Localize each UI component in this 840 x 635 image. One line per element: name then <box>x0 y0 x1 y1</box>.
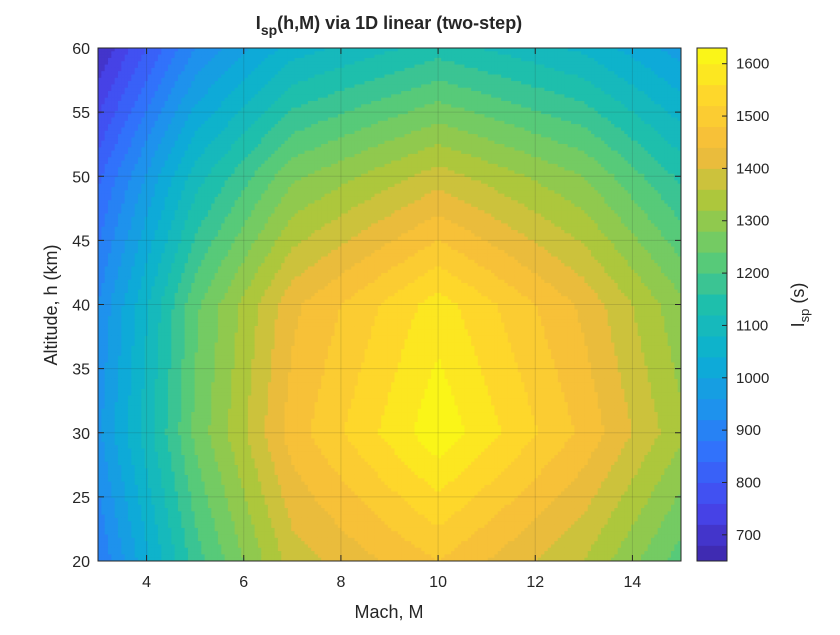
chart-title-rest: (h,M) via 1D linear (two-step) <box>277 13 522 33</box>
chart-title: Isp(h,M) via 1D linear (two-step) <box>256 13 522 38</box>
chart-title-subscript: sp <box>261 22 277 38</box>
